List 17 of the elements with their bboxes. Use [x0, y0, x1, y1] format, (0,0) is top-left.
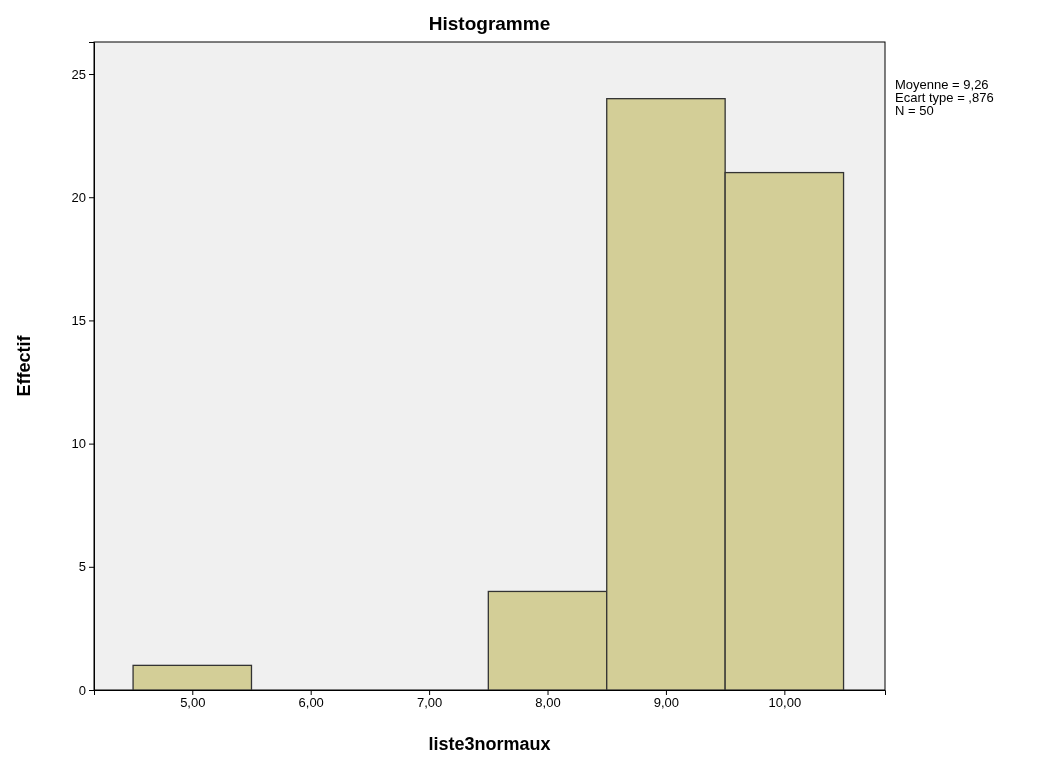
chart-title: Histogramme	[428, 13, 551, 34]
text: Moyenne = 9,26	[895, 77, 989, 92]
x-tick-label: 9,00	[653, 695, 680, 711]
y-tick-label: 5	[78, 559, 86, 575]
x-tick-label: 8,00	[535, 695, 561, 711]
y-axis-title: Effectif	[14, 334, 34, 397]
x-tick-label: 10,00	[768, 695, 802, 711]
y-tick-label: 15	[71, 313, 86, 329]
x-tick-label: 7,00	[416, 695, 443, 711]
x-tick-label: 5,00	[180, 695, 206, 711]
text: N = 50	[895, 103, 934, 118]
y-tick-label: 10	[71, 436, 86, 452]
y-tick-label: 0	[78, 682, 86, 698]
y-tick-label: 25	[71, 66, 86, 82]
x-axis-title: liste3normaux	[428, 734, 551, 754]
x-tick-label: 6,00	[298, 695, 324, 711]
y-tick-label: 20	[71, 189, 86, 205]
